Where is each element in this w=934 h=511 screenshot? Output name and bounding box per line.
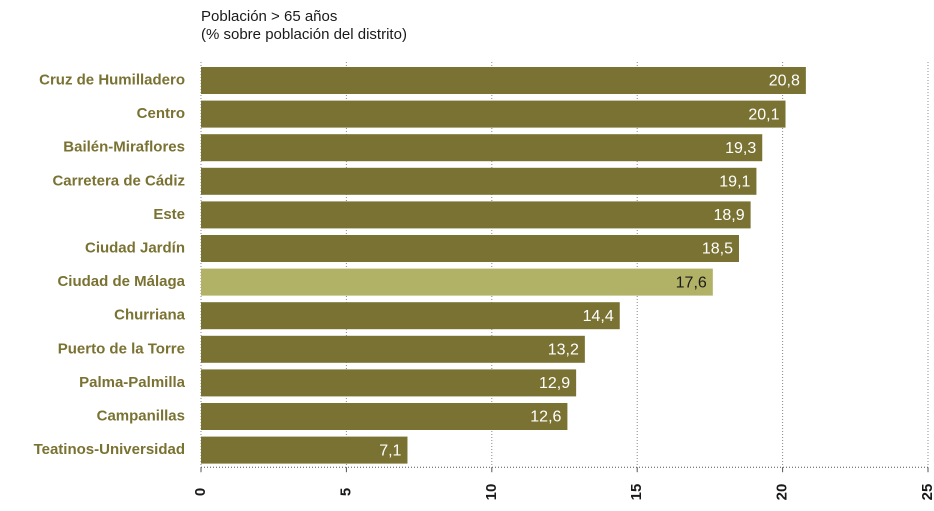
category-label: Puerto de la Torre <box>58 340 185 357</box>
value-label: 13,2 <box>548 342 579 359</box>
category-label: Campanillas <box>97 407 185 424</box>
x-tick-label: 25 <box>919 484 934 501</box>
bar <box>201 67 806 94</box>
value-label: 19,1 <box>719 174 750 191</box>
bar <box>201 436 408 464</box>
value-label: 14,4 <box>583 308 614 325</box>
bar <box>201 134 763 162</box>
category-label: Bailén-Miraflores <box>63 139 185 156</box>
bar <box>201 167 757 195</box>
value-label: 12,9 <box>539 375 570 392</box>
bar <box>201 235 739 262</box>
chart-title: Población > 65 años <box>201 8 337 25</box>
category-label: Teatinos-Universidad <box>34 441 185 458</box>
category-label: Ciudad Jardín <box>85 239 185 256</box>
chart-subtitle: (% sobre población del distrito) <box>201 26 407 43</box>
value-label: 20,8 <box>769 73 800 90</box>
category-label: Palma-Palmilla <box>79 374 186 391</box>
bar <box>201 403 568 430</box>
bar <box>201 100 786 128</box>
bar <box>201 369 577 397</box>
category-label: Centro <box>137 105 185 122</box>
x-tick-label: 0 <box>192 488 209 496</box>
bar <box>201 201 751 229</box>
x-tick-label: 15 <box>628 484 645 501</box>
bar <box>201 302 620 330</box>
category-label: Carretera de Cádiz <box>52 172 185 189</box>
x-tick-label: 5 <box>337 488 354 496</box>
category-label: Ciudad de Málaga <box>57 273 185 290</box>
value-label: 18,9 <box>713 207 744 224</box>
category-label: Cruz de Humilladero <box>39 71 185 88</box>
category-label: Churriana <box>114 307 186 324</box>
category-label: Este <box>153 206 185 223</box>
value-label: 17,6 <box>676 274 707 291</box>
value-label: 19,3 <box>725 140 756 157</box>
value-label: 7,1 <box>379 442 401 459</box>
bar <box>201 335 585 363</box>
bar <box>201 268 713 296</box>
value-label: 12,6 <box>530 409 561 426</box>
x-tick-label: 20 <box>774 484 791 501</box>
x-tick-label: 10 <box>483 484 500 501</box>
value-label: 20,1 <box>748 106 779 123</box>
value-label: 18,5 <box>702 241 733 258</box>
